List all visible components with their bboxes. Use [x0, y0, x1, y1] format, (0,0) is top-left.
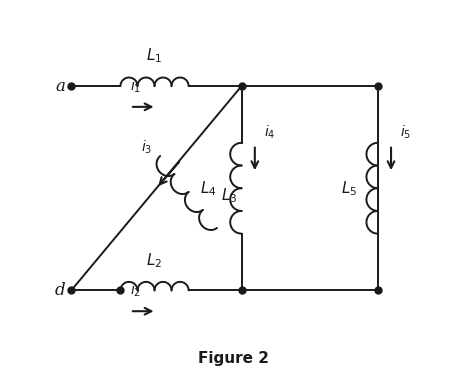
Text: $L_3$: $L_3$: [221, 187, 237, 205]
Text: Figure 2: Figure 2: [198, 351, 270, 366]
Text: $L_4$: $L_4$: [200, 179, 217, 197]
Text: $i_3$: $i_3$: [141, 139, 153, 156]
Text: $i_5$: $i_5$: [400, 124, 411, 141]
Text: $i_1$: $i_1$: [130, 77, 141, 95]
Text: a: a: [56, 78, 66, 94]
Text: $L_1$: $L_1$: [146, 46, 163, 65]
Text: d: d: [55, 282, 66, 299]
Text: $i_4$: $i_4$: [263, 124, 275, 141]
Text: $L_5$: $L_5$: [341, 179, 357, 197]
Text: $L_2$: $L_2$: [146, 251, 162, 270]
Text: $i_2$: $i_2$: [130, 282, 141, 299]
